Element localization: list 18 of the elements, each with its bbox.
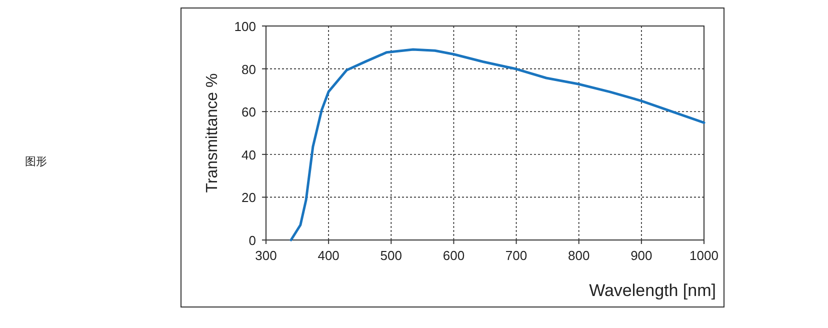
x-tick-label: 1000: [690, 248, 718, 263]
y-tick-label: 20: [242, 190, 256, 206]
x-tick-label: 700: [505, 248, 528, 263]
x-tick-label: 800: [568, 248, 590, 263]
y-axis-title: Transmittance %: [204, 73, 221, 193]
text: 图形: [25, 156, 47, 168]
y-tick-label: 40: [242, 147, 256, 162]
x-axis-title: Wavelength [nm]: [589, 281, 716, 300]
line-series: [290, 48, 706, 242]
y-tick-label: 100: [234, 19, 256, 34]
x-tick-label: 300: [255, 248, 277, 263]
y-tick-label: 0: [248, 233, 256, 248]
x-tick-label: 400: [318, 248, 340, 263]
y-tick-label: 60: [242, 104, 256, 120]
x-tick-label: 900: [630, 248, 652, 263]
x-tick-label: 500: [380, 248, 402, 263]
x-tick-label: 600: [442, 248, 465, 263]
y-tick-label: 80: [242, 62, 256, 77]
